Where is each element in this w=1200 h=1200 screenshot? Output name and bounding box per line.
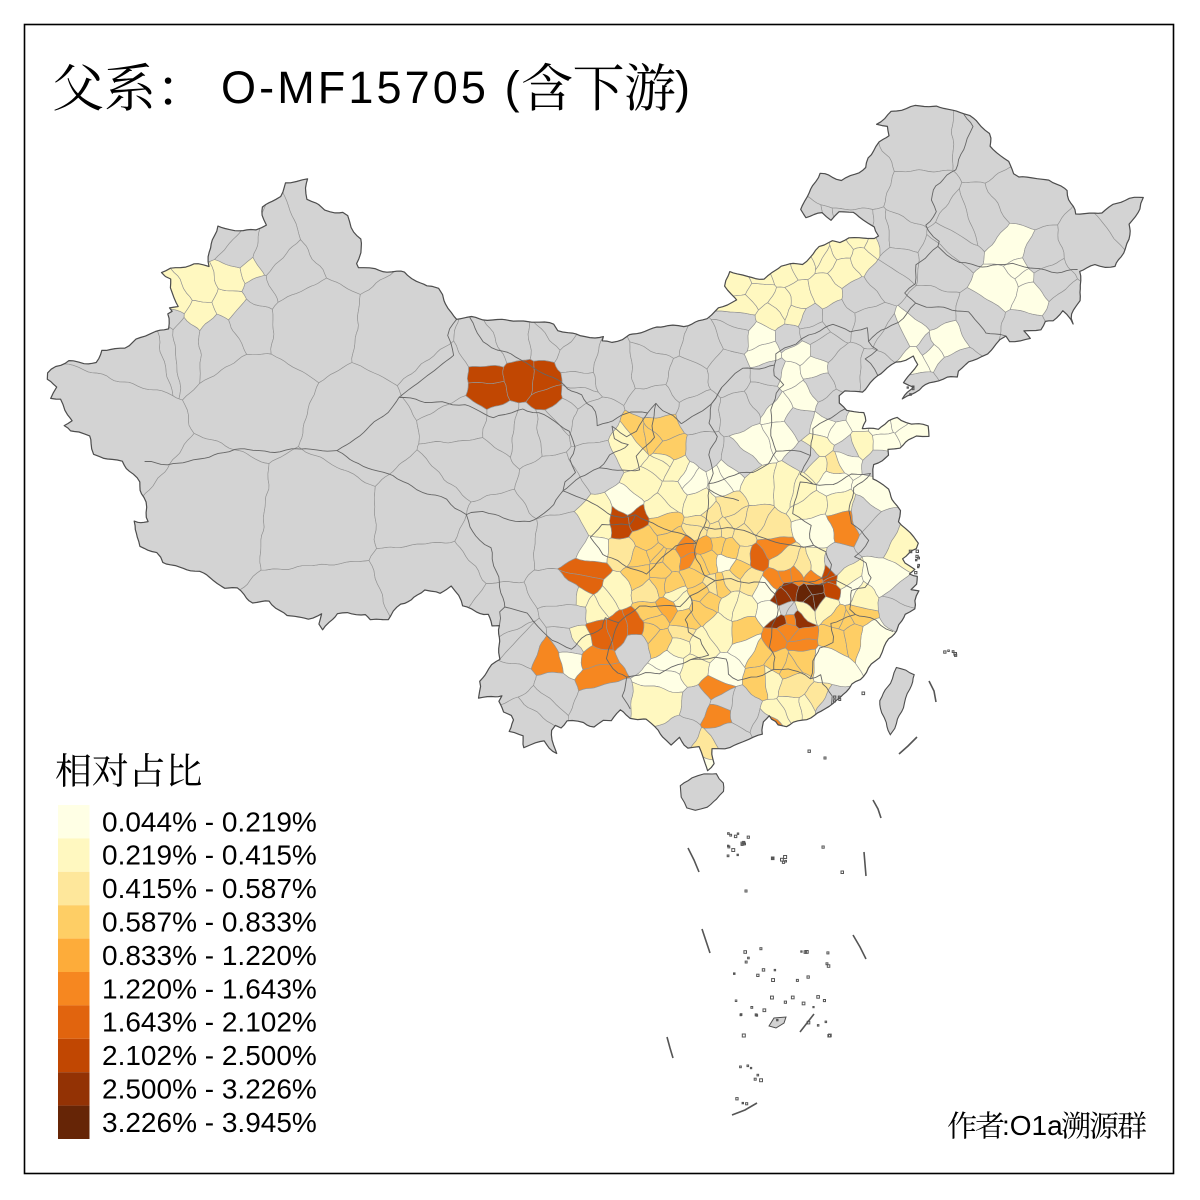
svg-text:O-MF15705 (: O-MF15705 ( <box>221 62 523 113</box>
svg-text:): ) <box>675 62 690 113</box>
svg-text:1.643% - 2.102%: 1.643% - 2.102% <box>102 1007 317 1038</box>
svg-text:0.044% - 0.219%: 0.044% - 0.219% <box>102 806 317 837</box>
svg-text:0.833% - 1.220%: 0.833% - 1.220% <box>102 940 317 971</box>
svg-text:3.226% - 3.945%: 3.226% - 3.945% <box>102 1107 317 1138</box>
svg-text:1.220% - 1.643%: 1.220% - 1.643% <box>102 973 317 1004</box>
svg-text:2.102% - 2.500%: 2.102% - 2.500% <box>102 1040 317 1071</box>
svg-text:0.587% - 0.833%: 0.587% - 0.833% <box>102 907 317 938</box>
svg-text::O1a: :O1a <box>1002 1110 1063 1141</box>
svg-text:0.415% - 0.587%: 0.415% - 0.587% <box>102 873 317 904</box>
svg-text:0.219% - 0.415%: 0.219% - 0.415% <box>102 840 317 871</box>
svg-text:2.500% - 3.226%: 2.500% - 3.226% <box>102 1074 317 1105</box>
